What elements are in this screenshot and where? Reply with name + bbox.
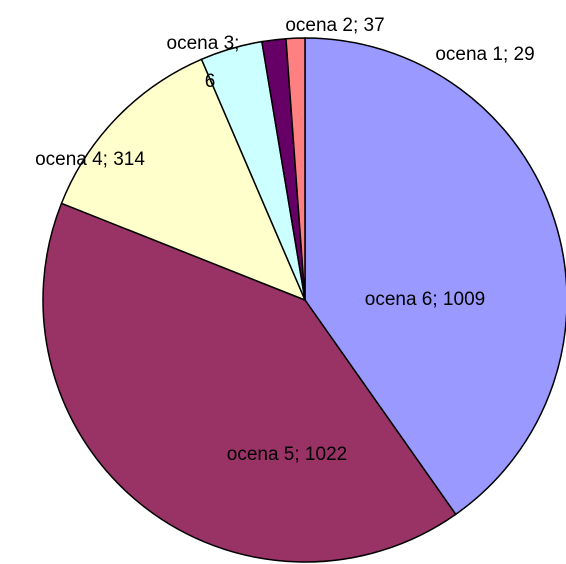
data-label: ocena 2; 37 xyxy=(285,15,384,36)
pie-slice xyxy=(60,58,307,302)
pie-slice xyxy=(42,202,457,563)
data-label: ocena 1; 29 xyxy=(435,44,534,65)
data-label: ocena 5; 1022 xyxy=(227,444,347,465)
data-label: ocena 3; 6 xyxy=(167,33,240,92)
data-label: ocena 4; 314 xyxy=(35,149,145,170)
data-label: ocena 6; 1009 xyxy=(365,289,485,310)
pie-slice xyxy=(285,37,306,301)
pie-slice xyxy=(304,37,566,516)
